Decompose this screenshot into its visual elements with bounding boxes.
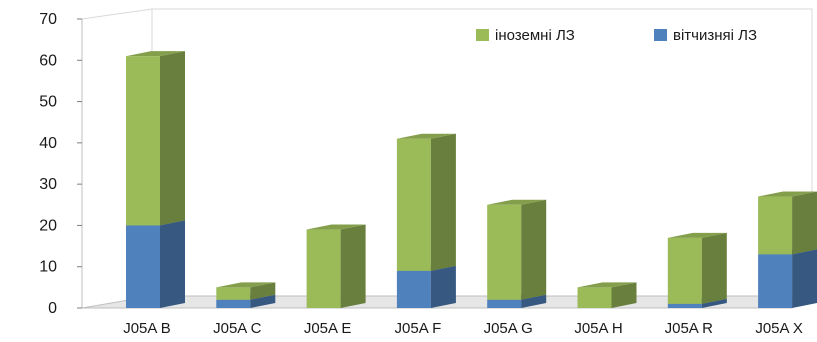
bar-segment-2-foreign-front xyxy=(216,287,251,300)
bar-segment-5-foreign-top xyxy=(487,199,547,205)
bar-segment-7-foreign xyxy=(667,232,727,304)
legend-label: вітчизняі ЛЗ xyxy=(673,27,757,44)
bar-segment-6-foreign-top xyxy=(577,282,637,288)
bar-segment-6-foreign-front xyxy=(577,287,612,308)
bar-segment-6-foreign xyxy=(577,282,637,308)
y-tick-label: 10 xyxy=(39,259,57,276)
bar-segment-4-foreign-front xyxy=(396,138,431,271)
bar-segment-1-foreign xyxy=(126,51,185,226)
x-tick-label: J05A G xyxy=(484,320,533,337)
bar-segment-8-foreign-side xyxy=(792,191,817,255)
x-tick-label: J05A E xyxy=(304,320,352,337)
bar-segment-3-foreign-front xyxy=(306,229,341,308)
y-tick-label: 40 xyxy=(39,135,57,152)
bar-segment-8-foreign-front xyxy=(758,196,793,255)
bar-segment-2-foreign xyxy=(216,282,276,300)
x-tick-label: J05A B xyxy=(123,320,171,337)
bar-segment-4-foreign-side xyxy=(430,133,456,271)
bar-segment-8-domestic-front xyxy=(758,254,793,308)
x-tick-label: J05A C xyxy=(213,320,262,337)
bar-segment-6-foreign-side xyxy=(611,282,637,308)
y-axis: 0 10 20 30 40 50 60 70 xyxy=(39,11,82,317)
legend-item-domestic: вітчизняі ЛЗ xyxy=(654,27,757,44)
bar-segment-7-domestic-side xyxy=(701,298,727,308)
bar-segment-7-foreign-front xyxy=(667,237,702,304)
bar-segment-1-domestic xyxy=(126,220,185,308)
bar-segment-3-foreign-side xyxy=(340,224,366,308)
top-edge xyxy=(81,8,153,20)
bar-segment-1-domestic-side xyxy=(160,220,185,308)
bar-segment-1-foreign-front xyxy=(126,56,160,226)
bar-segment-2-foreign-top xyxy=(216,282,276,288)
y-tick-label: 50 xyxy=(39,94,57,111)
legend-swatch xyxy=(654,29,667,41)
bar-segment-2-domestic-side xyxy=(250,294,276,308)
bar-segment-4-domestic-front xyxy=(396,270,431,308)
bar-segment-7-domestic-front xyxy=(667,303,702,308)
x-axis: J05A B J05A C J05A E J05A F J05A G J05A H J05A… xyxy=(123,320,803,337)
bar-segment-5-foreign xyxy=(487,199,547,300)
x-tick-label: J05A F xyxy=(395,320,442,337)
bar-segment-7-foreign-side xyxy=(701,232,727,304)
legend-swatch xyxy=(476,29,489,41)
bar-segment-8-domestic xyxy=(758,249,817,308)
bar-segment-2-foreign-side xyxy=(250,282,276,300)
bar-segment-8-domestic-side xyxy=(792,249,817,308)
bars xyxy=(126,51,817,308)
x-tick-label: J05A R xyxy=(665,320,714,337)
x-tick-label: J05A H xyxy=(574,320,622,337)
bar-segment-5-foreign-side xyxy=(521,199,547,300)
legend: іноземні ЛЗ вітчизняі ЛЗ xyxy=(476,27,757,44)
y-tick-label: 0 xyxy=(48,300,57,317)
bar-segment-3-foreign-top xyxy=(306,224,366,230)
y-tick-label: 20 xyxy=(39,217,57,234)
bar-segment-1-domestic-front xyxy=(126,225,160,308)
bar-segment-5-foreign-front xyxy=(487,204,522,300)
legend-item-foreign: іноземні ЛЗ xyxy=(476,27,575,44)
x-tick-label: J05A X xyxy=(755,320,803,337)
bar-segment-1-foreign-side xyxy=(160,51,185,226)
bar-segment-3-foreign xyxy=(306,224,366,308)
bar-segment-5-domestic-front xyxy=(487,299,522,308)
bar-segment-2-domestic-front xyxy=(216,299,251,308)
legend-label: іноземні ЛЗ xyxy=(495,27,575,44)
y-tick-label: 30 xyxy=(39,176,57,193)
bar-segment-4-foreign-top xyxy=(396,133,456,139)
bar-segment-1-foreign-top xyxy=(126,51,185,57)
bar-segment-8-foreign xyxy=(758,191,817,255)
bar-segment-4-domestic xyxy=(396,265,456,308)
bar-segment-4-domestic-side xyxy=(430,265,456,308)
bar-segment-4-foreign xyxy=(396,133,456,271)
bar-segment-5-domestic-side xyxy=(521,294,547,308)
bar-segment-8-foreign-top xyxy=(758,191,817,197)
bar-segment-7-foreign-top xyxy=(667,232,727,238)
y-tick-label: 70 xyxy=(39,11,57,28)
y-tick-label: 60 xyxy=(39,52,57,69)
